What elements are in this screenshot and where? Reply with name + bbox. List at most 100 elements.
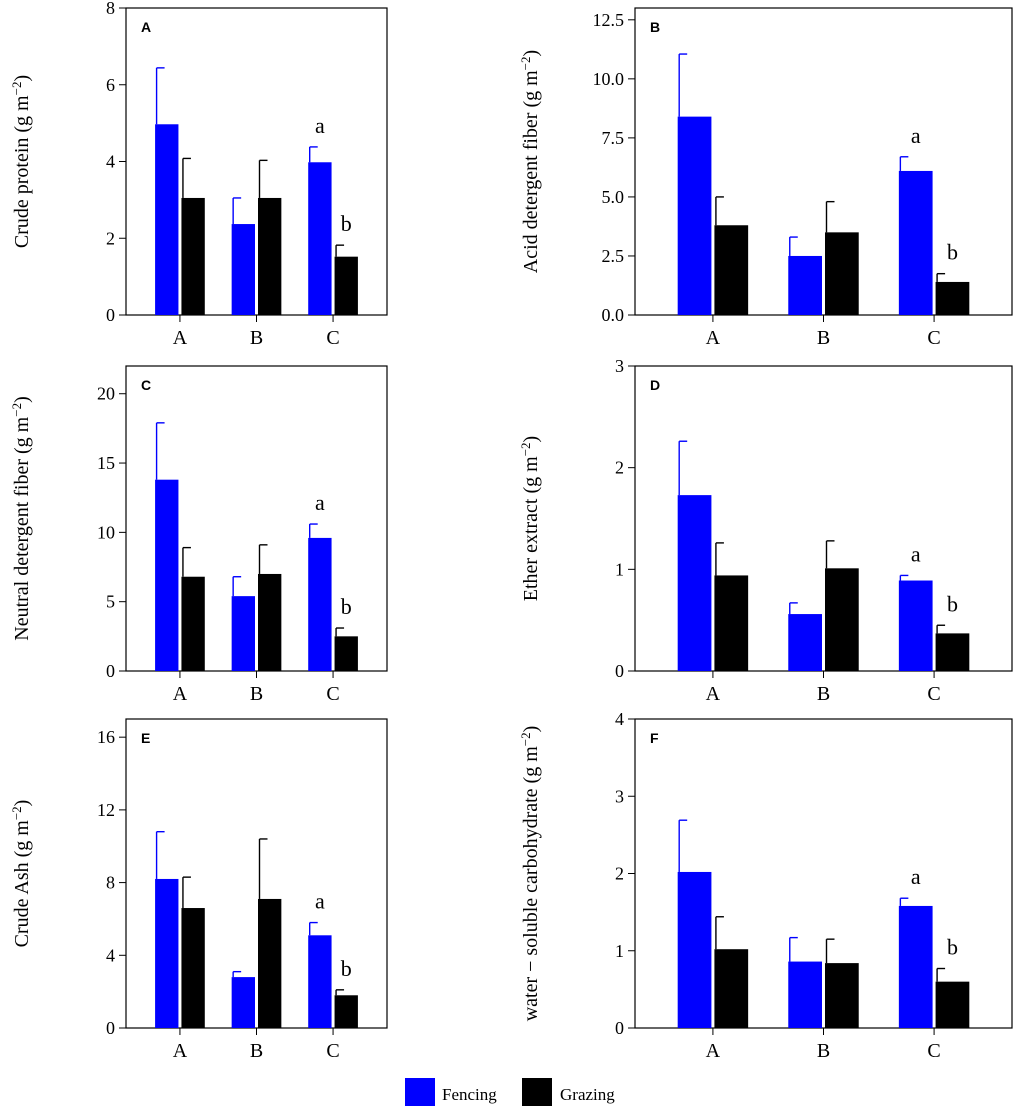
y-tick-label: 4 — [106, 152, 115, 172]
y-tick-label: 2 — [615, 458, 624, 478]
bar-grazing-c — [935, 981, 970, 1028]
significance-letter: b — [341, 594, 352, 619]
bar-grazing-a — [714, 949, 749, 1028]
y-tick-label: 16 — [97, 727, 115, 747]
legend-label-grazing: Grazing — [560, 1085, 615, 1104]
y-tick-label: 1 — [615, 559, 624, 579]
bar-grazing-a — [181, 908, 205, 1028]
chart-panel-c: C 0 5 10 15 20 Neutral detergent fiber (g m−2)… — [9, 365, 388, 705]
panel-letter: A — [141, 19, 151, 35]
y-tick-label: 10.0 — [593, 69, 625, 89]
x-tick-label: B — [250, 327, 263, 349]
y-axis-label-name: Acid detergent fiber (g m — [520, 70, 542, 273]
bar-fencing-c — [308, 537, 332, 671]
y-axis-label-exponent: −2 — [518, 56, 533, 70]
bar-fencing-a — [155, 479, 179, 671]
y-tick-label: 1 — [615, 941, 624, 961]
y-axis-label: Crude protein (g m−2) — [9, 75, 34, 248]
chart-panel-d: D 0 1 2 3 Ether extract (g m−2) A B Ca b — [518, 356, 1013, 705]
y-axis-label-exponent: −2 — [518, 442, 533, 456]
y-axis-label-close: ) — [520, 436, 542, 443]
bar-grazing-c — [935, 633, 970, 671]
y-axis-label-close: ) — [520, 50, 542, 57]
x-tick-label: A — [706, 1040, 721, 1062]
bar-fencing-c — [308, 162, 332, 315]
y-tick-label: 2 — [106, 228, 115, 248]
x-tick-label: B — [817, 1040, 830, 1062]
y-tick-label: 0 — [106, 661, 115, 681]
y-tick-label: 15 — [97, 453, 115, 473]
y-axis-label-exponent: −2 — [518, 732, 533, 746]
y-axis-label: Acid detergent fiber (g m−2) — [518, 50, 543, 273]
bar-fencing-c — [898, 580, 933, 671]
x-tick-label: B — [817, 683, 830, 705]
y-tick-label: 3 — [615, 356, 624, 376]
bar-fencing-a — [677, 871, 712, 1028]
x-tick-label: B — [250, 683, 263, 705]
y-axis-label-name: Ether extract (g m — [520, 456, 542, 601]
y-tick-label: 0.0 — [602, 305, 625, 325]
x-tick-label: C — [326, 327, 339, 349]
bar-fencing-b — [788, 614, 822, 671]
y-axis-label-exponent: −2 — [9, 806, 24, 820]
significance-letter: a — [911, 541, 921, 566]
significance-letter: b — [947, 240, 958, 265]
bar-grazing-b — [825, 568, 859, 671]
bar-fencing-c — [898, 905, 933, 1028]
bar-fencing-b — [788, 255, 822, 315]
significance-letter: a — [315, 490, 325, 515]
bar-fencing-c — [308, 935, 332, 1028]
bar-fencing-c — [898, 170, 933, 315]
y-axis-label-name: water − soluble carbohydrate (g m — [520, 746, 542, 1022]
bar-grazing-b — [825, 963, 859, 1028]
y-tick-label: 3 — [615, 786, 624, 806]
y-tick-label: 6 — [106, 75, 115, 95]
bar-grazing-a — [714, 575, 749, 671]
y-axis-label-exponent: −2 — [9, 403, 24, 417]
bar-grazing-c — [334, 995, 358, 1028]
y-axis-label: Ether extract (g m−2) — [518, 436, 543, 601]
bar-fencing-a — [155, 124, 179, 316]
y-axis-label: water − soluble carbohydrate (g m−2) — [518, 726, 543, 1022]
y-tick-label: 8 — [106, 0, 115, 18]
legend: Fencing Grazing — [405, 1078, 615, 1106]
bar-fencing-b — [231, 977, 255, 1028]
y-tick-label: 7.5 — [602, 128, 625, 148]
y-axis-label-close: ) — [11, 75, 33, 82]
panel-letter: F — [650, 730, 659, 746]
y-axis-label-close: ) — [11, 396, 33, 403]
bar-grazing-c — [334, 256, 358, 315]
y-tick-label: 0 — [615, 1018, 624, 1038]
legend-label-fencing: Fencing — [442, 1085, 497, 1104]
y-axis-label: Neutral detergent fiber (g m−2) — [9, 396, 34, 641]
x-tick-label: B — [250, 1040, 263, 1062]
y-axis-label-close: ) — [520, 726, 542, 733]
bar-fencing-a — [155, 878, 179, 1028]
significance-letter: b — [341, 956, 352, 981]
bar-grazing-a — [181, 576, 205, 671]
y-tick-label: 12 — [97, 800, 115, 820]
y-tick-label: 2.5 — [602, 246, 625, 266]
significance-letter: a — [315, 113, 325, 138]
x-tick-label: B — [817, 327, 830, 349]
significance-letter: a — [911, 864, 921, 889]
x-tick-label: C — [326, 1040, 339, 1062]
x-tick-label: C — [326, 683, 339, 705]
significance-letter: a — [911, 123, 921, 148]
significance-letter: a — [315, 889, 325, 914]
bar-grazing-a — [181, 197, 205, 315]
y-tick-label: 8 — [106, 873, 115, 893]
x-tick-label: A — [706, 683, 721, 705]
bar-grazing-a — [714, 225, 749, 315]
y-tick-label: 4 — [615, 709, 624, 729]
panel-letter: B — [650, 19, 660, 35]
chart-panel-b: B 0.0 2.5 5.0 7.5 10.0 12.5 Acid detergent fibe… — [518, 7, 1013, 349]
y-tick-label: 4 — [106, 945, 115, 965]
bar-fencing-b — [788, 961, 822, 1028]
chart-panel-e: E 0 4 8 12 16 Crude Ash (g m−2) A B Ca b — [9, 718, 388, 1062]
bar-fencing-b — [231, 224, 255, 315]
chart-panel-f: F 0 1 2 3 4 water − soluble carbohydrate (g m−… — [518, 709, 1013, 1062]
bar-fencing-a — [677, 495, 712, 671]
